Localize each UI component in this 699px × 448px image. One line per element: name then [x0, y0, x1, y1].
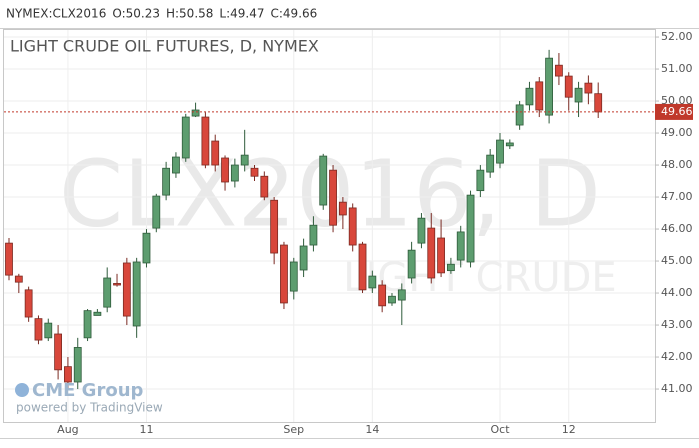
- candle-body: [221, 157, 229, 183]
- candle-body: [122, 262, 131, 317]
- candle-body: [211, 140, 220, 166]
- candle-body: [280, 244, 288, 304]
- y-tick-label: 50.00: [661, 94, 693, 107]
- candle-body: [525, 87, 534, 106]
- candle-body: [24, 289, 33, 318]
- candle-body: [299, 245, 308, 271]
- candle-body: [535, 81, 544, 111]
- logo: CME Group: [32, 380, 144, 401]
- credit: powered by TradingView: [16, 401, 163, 415]
- candle-body: [486, 154, 495, 173]
- candle-body: [476, 169, 485, 192]
- y-tick-label: 45.00: [661, 254, 693, 267]
- x-tick-label: 14: [365, 423, 379, 436]
- y-tick-label: 47.00: [661, 190, 693, 203]
- plot-frame: [3, 29, 656, 423]
- candle-body: [132, 261, 141, 327]
- header-item: L:49.47: [219, 7, 264, 21]
- x-tick-label: 12: [562, 423, 576, 436]
- candle-body: [456, 231, 465, 261]
- candle-body: [34, 318, 43, 341]
- candle-body: [594, 93, 603, 113]
- candle-body: [319, 155, 328, 206]
- candle-body: [270, 199, 279, 254]
- chart-title: LIGHT CRUDE OIL FUTURES, D, NYMEX: [10, 37, 319, 56]
- candle-body: [378, 284, 387, 307]
- candle-body: [515, 104, 524, 126]
- x-tick-label: Aug: [57, 423, 78, 436]
- candle-body: [564, 75, 573, 98]
- candle-body: [201, 116, 210, 166]
- y-tick-label: 46.00: [661, 222, 693, 235]
- candle-body: [93, 311, 102, 316]
- header-item: H:50.58: [166, 7, 213, 21]
- candle-body: [44, 322, 53, 339]
- candle-body: [5, 242, 13, 276]
- candle-body: [230, 164, 239, 182]
- candle-body: [142, 232, 151, 264]
- candle-body: [191, 109, 200, 117]
- candle-body: [152, 195, 161, 229]
- header-item: O:50.23: [112, 7, 160, 21]
- candle-body: [446, 263, 455, 272]
- candle-body: [329, 169, 337, 226]
- candle-body: [338, 201, 347, 216]
- logo-icon: [15, 383, 29, 397]
- candle-body: [54, 333, 62, 371]
- candle-body: [240, 154, 249, 166]
- candle-body: [83, 310, 92, 339]
- y-tick-label: 49.00: [661, 126, 693, 139]
- candle-body: [388, 295, 396, 304]
- candle-body: [172, 156, 180, 174]
- y-tick-label: 42.00: [661, 350, 693, 363]
- header-item: NYMEX:CLX2016: [6, 7, 106, 21]
- candle-body: [584, 82, 593, 94]
- candle-body: [250, 167, 259, 177]
- x-tick-label: 11: [139, 423, 153, 436]
- candle-body: [417, 217, 426, 244]
- y-tick-label: 48.00: [661, 158, 693, 171]
- y-tick-label: 51.00: [661, 62, 693, 75]
- candle-body: [260, 175, 269, 198]
- candle-body: [64, 366, 72, 383]
- candle-body: [574, 87, 583, 103]
- last-price-label: 49.66: [661, 105, 693, 118]
- candle-body: [505, 142, 514, 147]
- y-tick-label: 52.00: [661, 30, 693, 43]
- last-price-box: [655, 103, 693, 120]
- candle-body: [113, 283, 121, 286]
- candle-body: [309, 224, 318, 246]
- candle-body: [103, 277, 112, 308]
- candle-body: [181, 116, 190, 159]
- y-tick-label: 44.00: [661, 286, 693, 299]
- x-tick-label: Oct: [490, 423, 510, 436]
- candle-body: [545, 57, 553, 116]
- candle-body: [427, 227, 436, 279]
- header-item: C:49.66: [271, 7, 318, 21]
- candle-body: [397, 289, 406, 301]
- candle-body: [496, 139, 504, 164]
- candle-body: [437, 237, 445, 274]
- y-tick-label: 41.00: [661, 382, 693, 395]
- candle-body: [14, 275, 23, 283]
- candle-body: [466, 194, 475, 263]
- candle-body: [73, 347, 82, 383]
- candle-body: [162, 167, 171, 196]
- candle-body: [358, 243, 367, 291]
- y-tick-label: 43.00: [661, 318, 693, 331]
- candle-body: [368, 275, 377, 289]
- candle-body: [348, 207, 357, 246]
- candle-body: [407, 249, 416, 279]
- candle-body: [555, 64, 563, 77]
- candle-body: [289, 261, 298, 292]
- x-tick-label: Sep: [283, 423, 304, 436]
